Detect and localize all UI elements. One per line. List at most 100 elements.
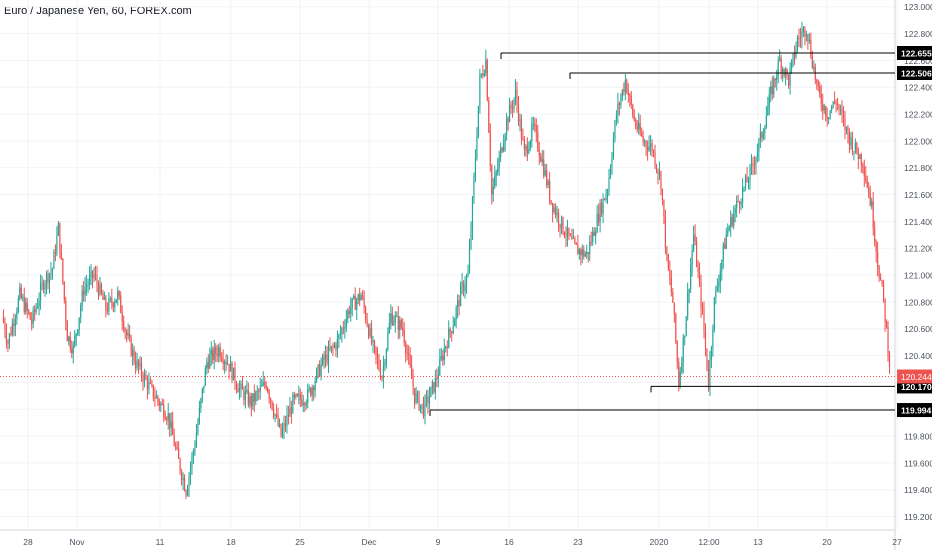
candle-body [286, 415, 288, 426]
candle-body [581, 249, 583, 256]
candle-body [84, 286, 86, 295]
candle-body [411, 365, 413, 379]
candle-body [488, 100, 490, 133]
candle-body [482, 74, 484, 76]
candle-body [614, 121, 616, 139]
candle-body [494, 175, 496, 187]
y-tick-label: 121.400 [904, 217, 932, 227]
candle-body [606, 191, 609, 195]
candle-body [560, 217, 563, 229]
candle-body [863, 166, 865, 177]
candle-body [860, 154, 862, 165]
candle-body [703, 309, 705, 332]
candle-body [828, 117, 830, 120]
candle-body [317, 364, 319, 370]
candle-body [149, 382, 152, 384]
candle-body [611, 157, 613, 168]
candle-body [868, 188, 870, 194]
candle-body [320, 364, 322, 376]
candle-body [793, 53, 796, 58]
candle-body [811, 56, 813, 68]
candle-body [10, 333, 12, 335]
candle-body [813, 67, 815, 68]
candle-body [802, 28, 805, 32]
candle-body [857, 152, 859, 159]
candle-body [592, 231, 594, 243]
candle-body [336, 338, 339, 350]
candle-body [31, 319, 33, 324]
candle-body [311, 387, 313, 396]
candle-body [856, 142, 858, 153]
candle-body [88, 276, 91, 285]
candle-body [28, 310, 30, 313]
candle-body [253, 393, 255, 402]
candle-body [586, 252, 588, 255]
x-tick-label: 28 [23, 537, 33, 547]
candle-body [41, 282, 43, 285]
candle-body [307, 389, 309, 403]
candle-body [780, 58, 782, 72]
candle-body [272, 409, 275, 416]
candle-body [378, 359, 380, 370]
candle-body [578, 249, 580, 255]
candle-body [218, 347, 220, 356]
candle-body [737, 200, 739, 202]
candle-body [541, 159, 543, 162]
candle-body [638, 122, 640, 130]
candle-body [249, 396, 251, 405]
candle-body [807, 34, 809, 42]
candle-body [621, 89, 623, 98]
candle-body [415, 393, 417, 403]
candle-body [559, 224, 561, 229]
candle-body [734, 208, 736, 215]
candle-body [259, 386, 261, 392]
y-tick-label: 122.600 [904, 56, 932, 66]
candle-body [691, 250, 693, 267]
level-price-label: 122.506 [901, 68, 932, 78]
candle-body [618, 103, 621, 106]
candle-body [839, 108, 842, 110]
candle-body [338, 334, 340, 339]
y-tick-label: 119.800 [904, 432, 932, 442]
candle-body [519, 119, 521, 122]
candle-body [749, 167, 751, 182]
candle-body [330, 346, 333, 350]
candle-body [877, 252, 879, 268]
candle-body [326, 354, 328, 363]
candle-body [489, 132, 491, 167]
candle-body [175, 445, 177, 448]
candle-body [666, 247, 668, 255]
candle-body [445, 346, 447, 349]
candle-body [115, 299, 117, 303]
x-tick-label: 11 [156, 537, 165, 547]
candle-body [419, 404, 422, 410]
candle-body [5, 332, 8, 343]
candle-body [771, 86, 773, 95]
candle-body [510, 104, 512, 108]
candle-body [774, 78, 776, 81]
candle-body [888, 355, 891, 367]
candle-body [609, 167, 612, 177]
candle-body [356, 300, 358, 310]
candle-body [75, 333, 77, 337]
x-tick-label: 13 [753, 537, 763, 547]
candle-body [372, 340, 374, 343]
candle-body [801, 31, 803, 39]
candle-body [458, 300, 460, 307]
y-tick-label: 119.600 [904, 458, 932, 468]
candle-body [854, 142, 856, 152]
candle-body [728, 227, 730, 231]
current-price-label: 120.244 [901, 372, 932, 382]
candle-body [60, 252, 62, 259]
candle-body [547, 181, 549, 186]
candle-body [508, 104, 511, 123]
candle-body [664, 216, 667, 248]
candle-body [624, 80, 626, 92]
candle-body [577, 244, 579, 255]
candle-body [170, 421, 172, 429]
candle-body [299, 394, 301, 400]
candle-body [51, 268, 54, 272]
candle-body [874, 228, 876, 243]
candle-body [284, 423, 287, 426]
